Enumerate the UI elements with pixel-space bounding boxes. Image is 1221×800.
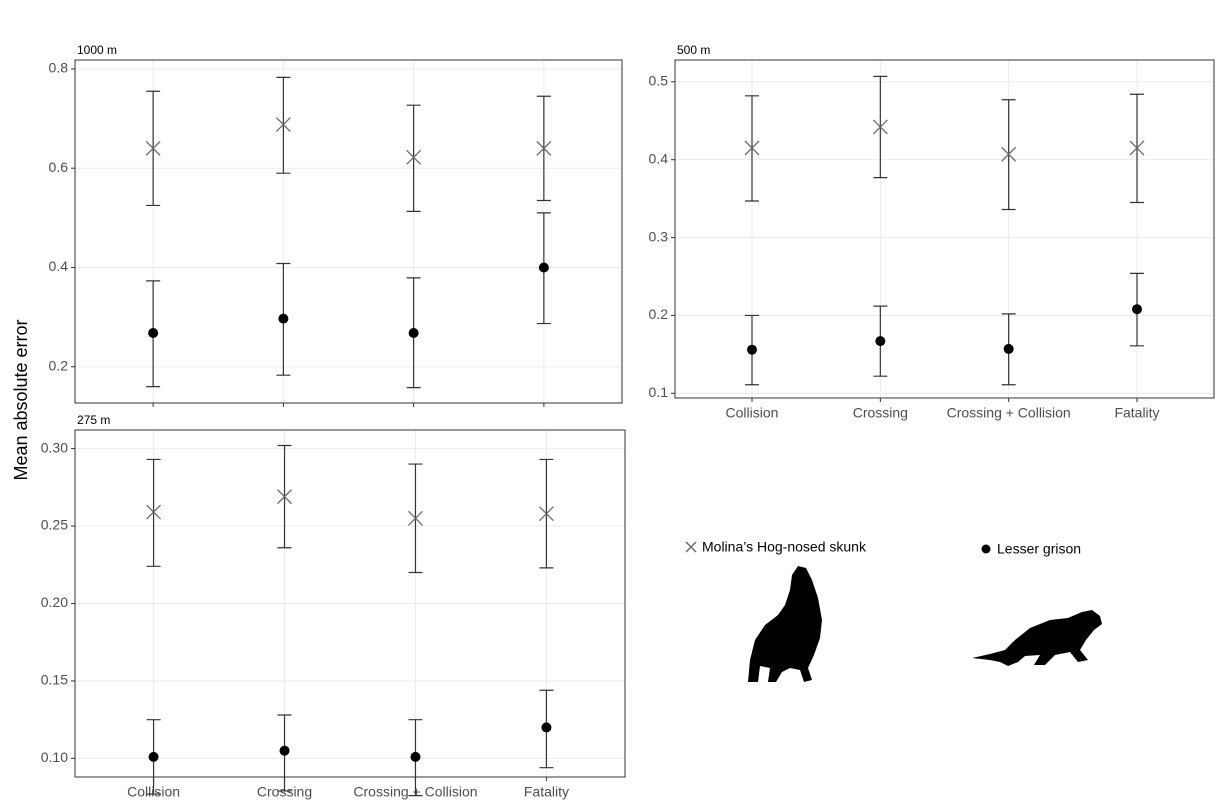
legend-marker-x bbox=[686, 542, 696, 552]
y-tick-label: 0.4 bbox=[649, 150, 669, 166]
figure: Mean absolute error Molina’s Hog-nosed s… bbox=[0, 0, 1221, 800]
y-tick-label: 0.30 bbox=[41, 439, 68, 455]
y-tick-label: 0.10 bbox=[41, 749, 68, 765]
x-tick-label: Collision bbox=[726, 405, 779, 421]
panel-background bbox=[75, 60, 622, 403]
y-tick-label: 0.5 bbox=[649, 73, 669, 89]
y-axis-label: Mean absolute error bbox=[11, 319, 31, 480]
panel-title: 500 m bbox=[677, 43, 710, 57]
y-tick-label: 0.8 bbox=[49, 60, 69, 76]
x-tick-label: Fatality bbox=[524, 784, 569, 800]
point-dot bbox=[1004, 344, 1014, 354]
point-dot bbox=[541, 722, 551, 732]
y-tick-label: 0.1 bbox=[649, 384, 669, 400]
y-tick-label: 0.4 bbox=[49, 258, 69, 274]
point-dot bbox=[149, 752, 159, 762]
y-tick-label: 0.2 bbox=[649, 306, 669, 322]
legend-label: Molina’s Hog-nosed skunk bbox=[702, 539, 867, 555]
legend: Molina’s Hog-nosed skunk Lesser grison bbox=[686, 539, 1081, 557]
skunk-silhouette bbox=[748, 566, 822, 682]
y-tick-label: 0.2 bbox=[49, 357, 69, 373]
point-dot bbox=[1132, 304, 1142, 314]
y-tick-label: 0.25 bbox=[41, 517, 68, 533]
point-dot bbox=[539, 262, 549, 272]
legend-label: Lesser grison bbox=[997, 541, 1081, 557]
point-dot bbox=[410, 752, 420, 762]
point-dot bbox=[409, 328, 419, 338]
y-tick-label: 0.15 bbox=[41, 672, 68, 688]
point-dot bbox=[278, 314, 288, 324]
point-dot bbox=[280, 746, 290, 756]
panel-title: 275 m bbox=[77, 413, 110, 427]
point-dot bbox=[747, 345, 757, 355]
x-tick-label: Crossing bbox=[853, 405, 908, 421]
y-tick-label: 0.20 bbox=[41, 594, 68, 610]
point-dot bbox=[875, 336, 885, 346]
grison-silhouette bbox=[972, 610, 1102, 666]
panel-title: 1000 m bbox=[77, 43, 117, 57]
y-tick-label: 0.6 bbox=[49, 159, 69, 175]
point-dot bbox=[148, 328, 158, 338]
y-tick-label: 0.3 bbox=[649, 228, 669, 244]
x-tick-label: Fatality bbox=[1114, 405, 1159, 421]
legend-marker-dot bbox=[982, 545, 991, 554]
x-tick-label: Crossing + Collision bbox=[947, 405, 1071, 421]
